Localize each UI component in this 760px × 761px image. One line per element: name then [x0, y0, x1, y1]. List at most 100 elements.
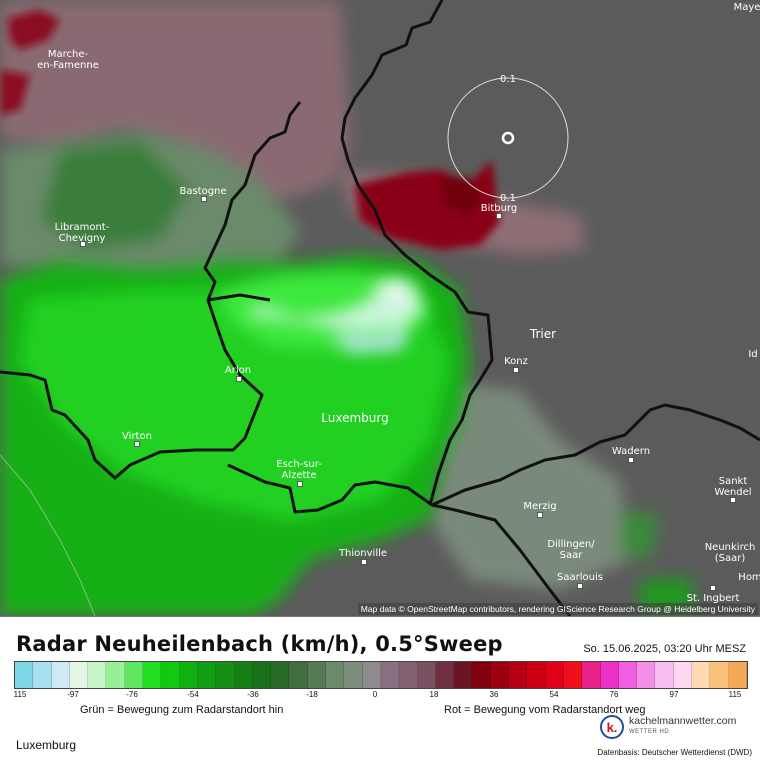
city-dot-saarlouis — [577, 583, 583, 589]
map-attribution[interactable]: Map data © OpenStreetMap contributors, r… — [357, 603, 758, 615]
scale-swatch — [527, 662, 546, 688]
legend-panel: Radar Neuheilenbach (km/h), 0.5°Sweep So… — [0, 616, 760, 761]
city-label-bastogne: Bastogne — [179, 186, 226, 197]
scale-tick-label: 115 — [728, 690, 742, 699]
city-label-virton: Virton — [122, 431, 152, 442]
city-dot-libramont — [80, 241, 86, 247]
color-scale — [14, 661, 748, 689]
scale-swatch — [710, 662, 729, 688]
scale-swatch — [399, 662, 418, 688]
scale-swatch — [234, 662, 253, 688]
scale-swatch — [691, 662, 711, 688]
scale-tick-label: -97 — [67, 690, 79, 699]
scale-swatch — [124, 662, 144, 688]
data-source: Datenbasis: Deutscher Wetterdienst (DWD) — [597, 748, 752, 757]
legend-red-text: Rot = Bewegung vom Radarstandort weg — [444, 704, 646, 716]
city-dot-bitburg — [496, 213, 502, 219]
country-borders — [0, 0, 760, 616]
scale-swatch — [51, 662, 70, 688]
scale-swatch — [179, 662, 198, 688]
radar-range-arc — [0, 454, 96, 616]
scale-swatch — [106, 662, 125, 688]
scale-tick-label: 0 — [372, 690, 378, 699]
radar-map-canvas: 0.1 0.1 Marche-en-Famenne Bastogne Libramo… — [0, 0, 760, 616]
scale-tick-label: 115 — [13, 690, 27, 699]
scale-swatch — [216, 662, 235, 688]
scale-swatch — [673, 662, 692, 688]
scale-tick-label: -18 — [306, 690, 318, 699]
scale-swatch — [362, 662, 381, 688]
scale-tick-label: 97 — [669, 690, 679, 699]
scale-swatch — [417, 662, 436, 688]
kachelmann-logo-icon: k. — [600, 715, 624, 739]
scale-swatch — [545, 662, 564, 688]
scale-swatch — [563, 662, 583, 688]
scale-tick-label: -76 — [126, 690, 138, 699]
city-label-dillingen: Dillingen/Saar — [547, 539, 595, 561]
scale-tick-label: 76 — [609, 690, 619, 699]
city-dot-stingbert — [710, 585, 716, 591]
scale-tick-label: 18 — [429, 690, 439, 699]
scale-tick-label: -36 — [247, 690, 259, 699]
scale-swatch — [490, 662, 510, 688]
scale-swatch — [344, 662, 363, 688]
timestamp: So. 15.06.2025, 03:20 Uhr MESZ — [583, 643, 746, 655]
scale-swatch — [252, 662, 272, 688]
city-dot-esch — [297, 481, 303, 487]
city-label-marche: Marche-en-Famenne — [37, 49, 99, 71]
city-label-merzig: Merzig — [523, 501, 556, 512]
region-label: Luxemburg — [16, 738, 77, 752]
scale-swatch — [454, 662, 473, 688]
city-label-trier: Trier — [529, 327, 556, 341]
scale-swatch — [161, 662, 180, 688]
range-ring — [447, 77, 569, 199]
scale-swatch — [307, 662, 327, 688]
scale-swatch — [380, 662, 400, 688]
scale-swatch — [435, 662, 455, 688]
city-dot-merzig — [537, 512, 543, 518]
scale-swatch — [69, 662, 89, 688]
scale-swatch — [289, 662, 308, 688]
legend-green-text: Grün = Bewegung zum Radarstandort hin — [80, 704, 284, 716]
city-dot-bastogne — [201, 196, 207, 202]
city-labels: Marche-en-Famenne Bastogne Libramont-Chevi… — [37, 2, 760, 604]
scale-swatch — [33, 662, 52, 688]
radar-station-icon — [501, 131, 515, 145]
logo-name: kachelmannwetter.com — [629, 715, 737, 727]
scale-swatch — [143, 662, 162, 688]
city-label-konz: Konz — [504, 356, 528, 367]
scale-swatch — [618, 662, 638, 688]
scale-swatch — [600, 662, 619, 688]
radar-map[interactable]: 0.1 0.1 Marche-en-Famenne Bastogne Libramo… — [0, 0, 760, 616]
city-label-arlon: Arlon — [225, 365, 251, 376]
scale-swatch — [15, 662, 34, 688]
city-label-mayen: Maye — [734, 2, 760, 13]
scale-tick-label: 36 — [489, 690, 499, 699]
kachelmann-logo[interactable]: k. kachelmannwetter.com WETTER HD — [600, 715, 736, 739]
range-label-south: 0.1 — [500, 193, 516, 204]
scale-ticks: 115 -97 -76 -54 -36 -18 0 18 36 54 76 97 115 — [14, 690, 746, 702]
city-dot-stwendel — [730, 497, 736, 503]
scale-swatch — [197, 662, 217, 688]
scale-swatch — [728, 662, 747, 688]
scale-swatch — [509, 662, 528, 688]
city-label-esch: Esch-sur-Alzette — [276, 459, 322, 481]
city-label-luxemburg: Luxemburg — [321, 411, 388, 425]
city-label-libramont: Libramont-Chevigny — [55, 222, 110, 244]
city-dot-thionville — [361, 559, 367, 565]
scale-swatch — [271, 662, 290, 688]
city-label-wadern: Wadern — [612, 446, 650, 457]
city-label-thionville: Thionville — [338, 548, 387, 559]
city-dot-wadern — [628, 457, 634, 463]
city-label-id: Id — [748, 349, 757, 360]
radar-echo-greygreen — [0, 130, 695, 612]
city-dot-virton — [134, 441, 140, 447]
city-label-stwendel: Sankt Wendel — [714, 476, 751, 498]
city-dot-arlon — [236, 376, 242, 382]
scale-tick-label: 54 — [549, 690, 559, 699]
scale-swatch — [472, 662, 491, 688]
page-title: Radar Neuheilenbach (km/h), 0.5°Sweep — [16, 632, 503, 656]
city-dot-konz — [513, 367, 519, 373]
logo-subtitle: WETTER HD — [629, 729, 670, 735]
radar-echo-darkred — [0, 10, 500, 250]
